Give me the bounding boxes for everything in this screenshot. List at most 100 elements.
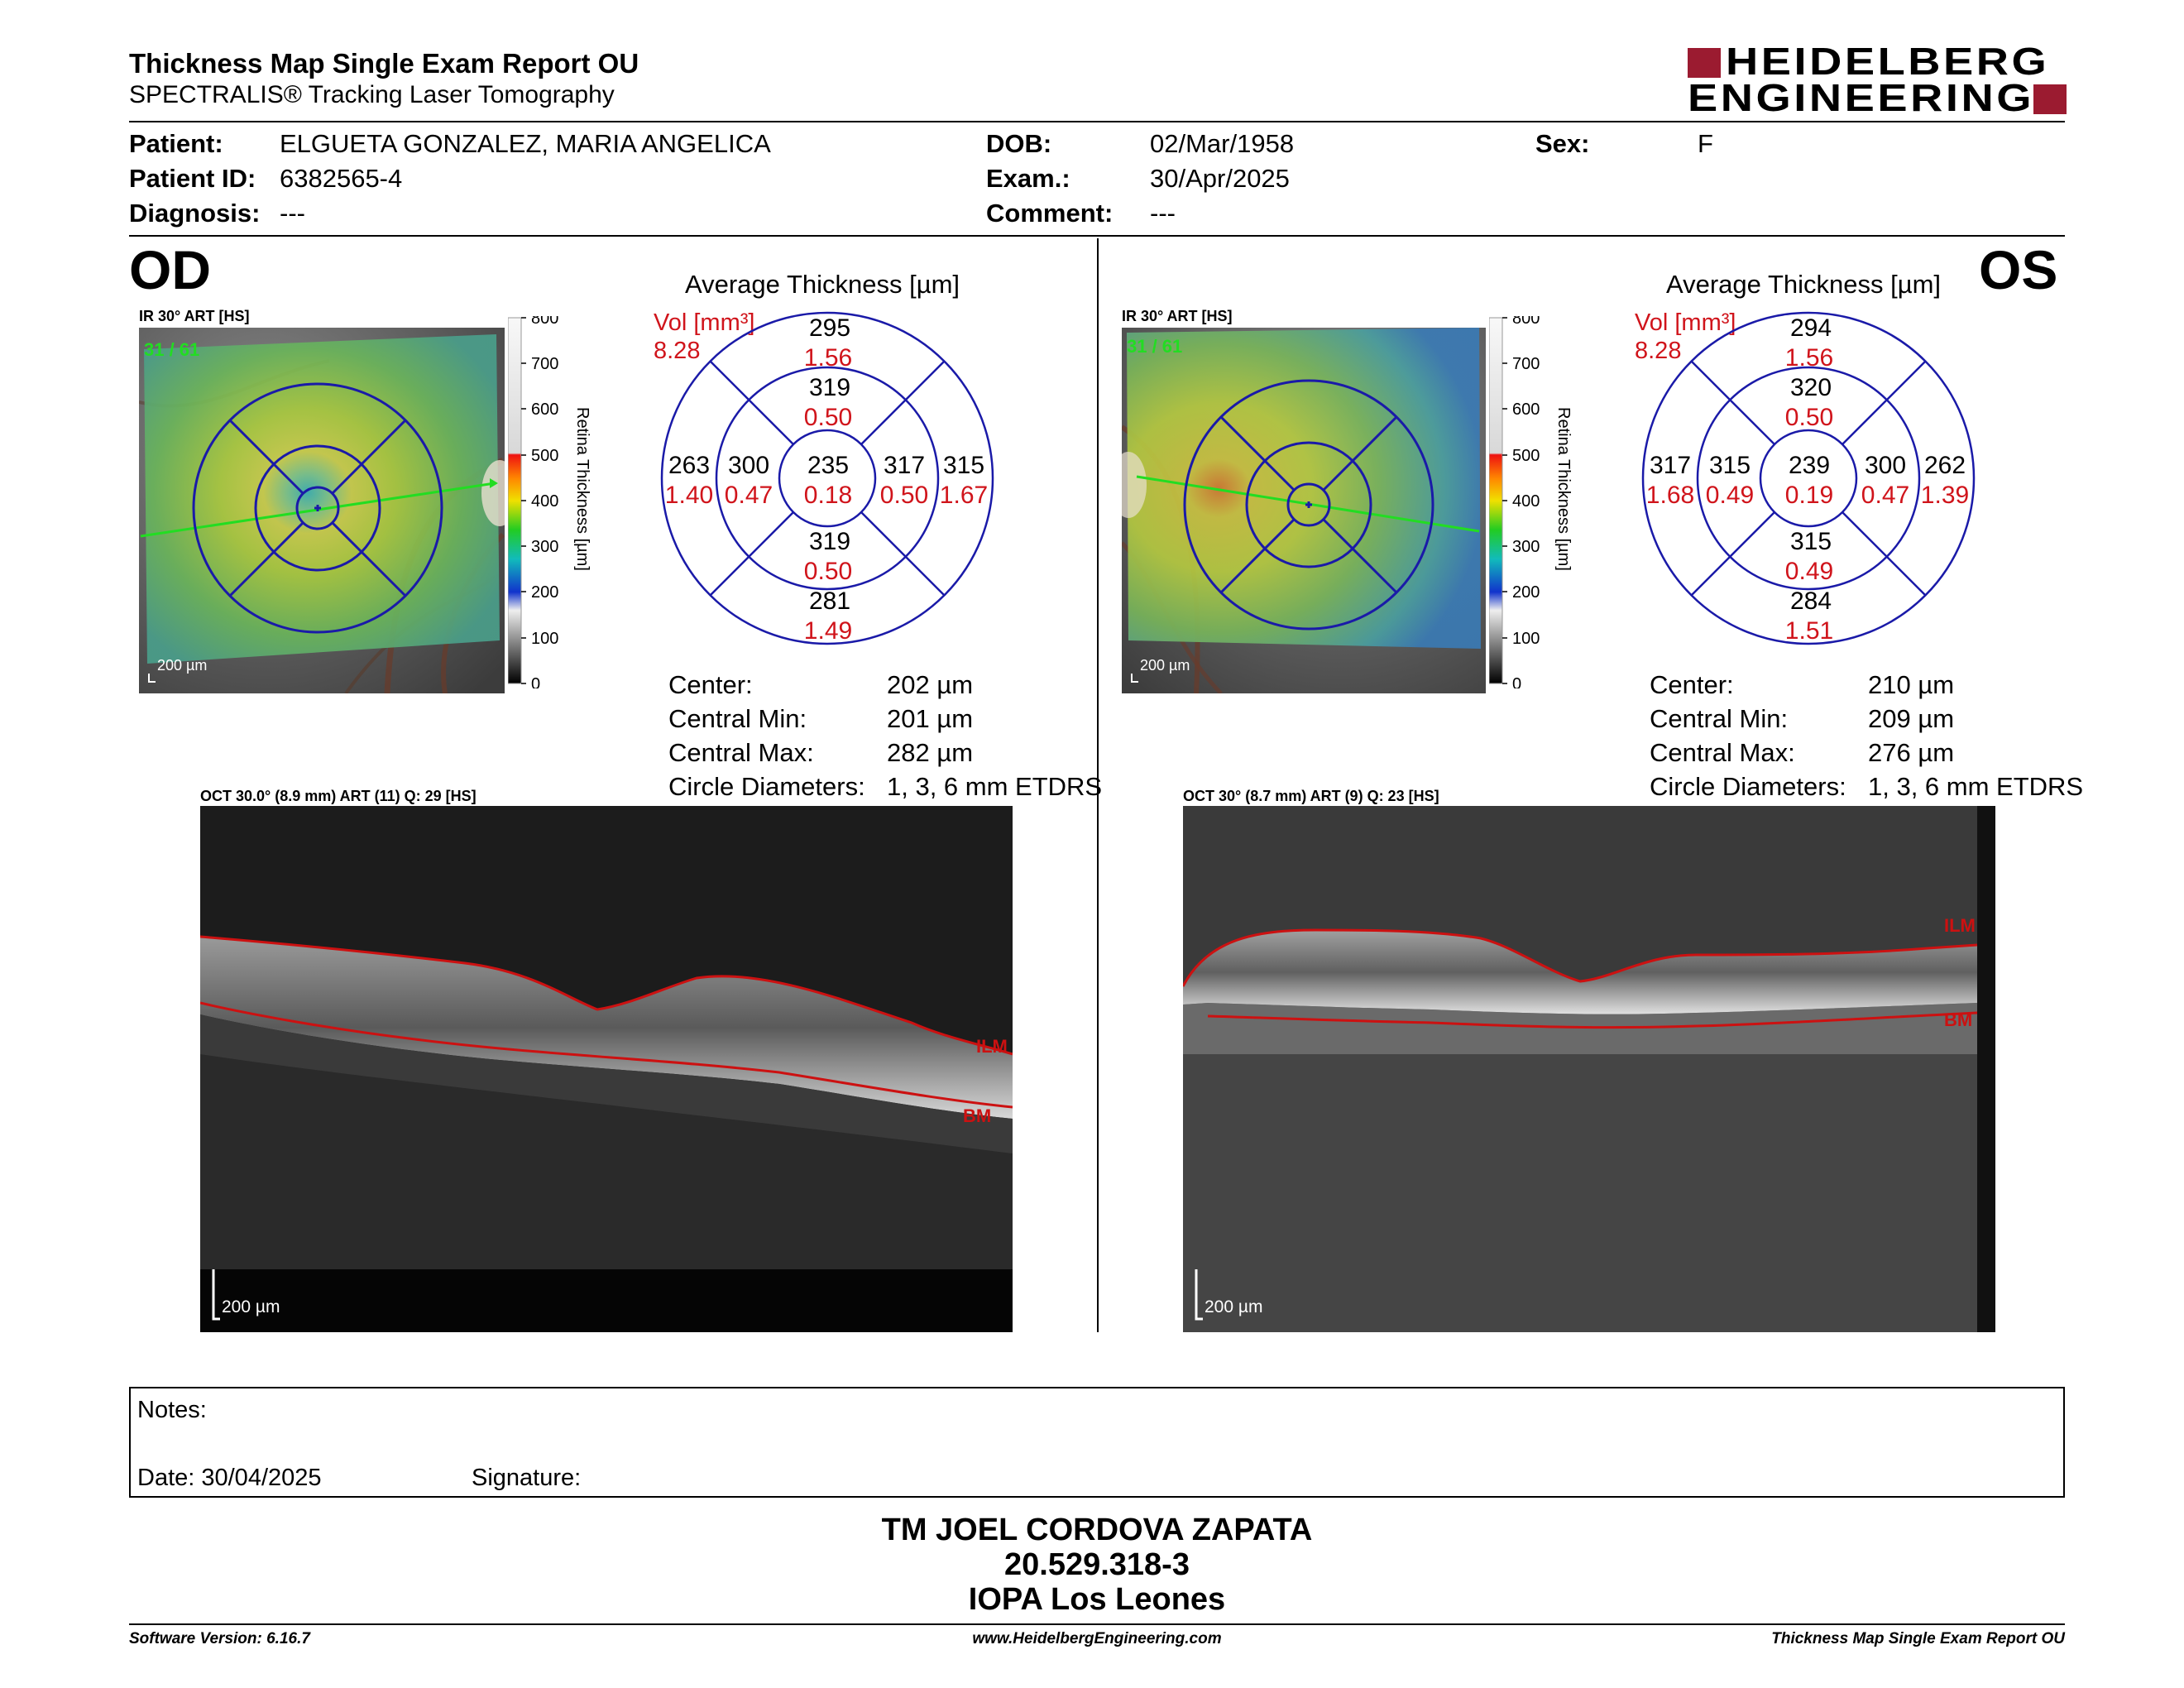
od-vol-value: 8.28 bbox=[654, 338, 701, 364]
od-center-thickness: 235 bbox=[807, 452, 850, 479]
os-vol-label: Vol [mm³] bbox=[1635, 309, 1736, 336]
website-link[interactable]: www.HeidelbergEngineering.com bbox=[972, 1630, 1222, 1647]
os-outer-top-volume: 1.56 bbox=[1784, 344, 1834, 372]
os-bm-label: BM bbox=[1944, 1009, 1972, 1030]
os-central-min-label: Central Min: bbox=[1650, 704, 1789, 733]
od-inner-bottom-thickness: 319 bbox=[809, 528, 851, 555]
dob-value: 02/Mar/1958 bbox=[1150, 129, 1295, 158]
od-outer-right-thickness: 315 bbox=[942, 452, 985, 479]
diagnosis-label: Diagnosis: bbox=[129, 199, 261, 228]
software-version: Software Version: 6.16.7 bbox=[129, 1630, 310, 1647]
od-cbar-tick-400: 400 bbox=[531, 492, 558, 511]
stamp-line2: 20.529.318-3 bbox=[1004, 1547, 1190, 1582]
os-cbar-tick-500: 500 bbox=[1512, 447, 1540, 465]
od-colorbar: 800 700 600 500 400 300 200 100 0 Retina… bbox=[507, 309, 607, 693]
stamp-line1: TM JOEL CORDOVA ZAPATA bbox=[881, 1513, 1313, 1547]
os-fundus-svg: 31 / 61 200 µm bbox=[1110, 328, 1486, 695]
od-outer-top-thickness: 295 bbox=[809, 314, 851, 342]
sex-label: Sex: bbox=[1535, 129, 1590, 158]
od-outer-top-volume: 1.56 bbox=[803, 344, 853, 372]
footer-report-name: Thickness Map Single Exam Report OU bbox=[1771, 1630, 2065, 1647]
comment-value: --- bbox=[1150, 199, 1176, 228]
os-inner-bottom-thickness: 315 bbox=[1790, 528, 1832, 555]
os-inner-left-volume: 0.49 bbox=[1705, 482, 1755, 509]
os-ir-thickness-map: 31 / 61 200 µm bbox=[1110, 328, 1486, 695]
od-etdrs-grid bbox=[659, 309, 998, 649]
os-circle-diam-value: 1, 3, 6 mm ETDRS bbox=[1868, 772, 2084, 801]
os-vol-value: 8.28 bbox=[1635, 338, 1682, 364]
os-central-max-value: 276 µm bbox=[1868, 738, 1955, 767]
os-outer-right-thickness: 262 bbox=[1923, 452, 1966, 479]
od-center-volume: 0.18 bbox=[803, 482, 853, 509]
os-inner-top-volume: 0.50 bbox=[1784, 404, 1834, 431]
os-outer-left-volume: 1.68 bbox=[1645, 482, 1695, 509]
os-cbar-label: Retina Thickness [µm] bbox=[1554, 407, 1573, 571]
od-cbar-tick-300: 300 bbox=[531, 538, 558, 556]
signature-label: Signature: bbox=[472, 1465, 582, 1491]
os-inner-bottom-volume: 0.49 bbox=[1784, 558, 1834, 585]
od-oct-label: OCT 30.0° (8.9 mm) ART (11) Q: 29 [HS] bbox=[200, 788, 477, 804]
od-ir-thickness-map: 31 / 61 200 µm bbox=[138, 328, 518, 695]
patient-divider bbox=[129, 235, 2065, 237]
od-fundus-svg: 31 / 61 200 µm bbox=[138, 328, 518, 695]
os-oct-scale-label: 200 µm bbox=[1205, 1297, 1262, 1316]
logo-line1: HEIDELBERG bbox=[1726, 40, 2050, 83]
os-cbar-tick-700: 700 bbox=[1512, 355, 1540, 373]
od-outer-bottom-thickness: 281 bbox=[809, 587, 851, 615]
comment-label: Comment: bbox=[986, 199, 1114, 228]
heidelberg-logo: HEIDELBERG ENGINEERING bbox=[1688, 40, 2070, 119]
od-center-label: Center: bbox=[668, 670, 753, 699]
od-avg-title: Average Thickness [µm] bbox=[685, 270, 960, 299]
od-inner-left-thickness: 300 bbox=[727, 452, 770, 479]
os-cbar-tick-0: 0 bbox=[1512, 675, 1521, 688]
notes-label: Notes: bbox=[137, 1397, 207, 1423]
sex-value: F bbox=[1698, 129, 1713, 158]
od-inner-right-thickness: 317 bbox=[883, 452, 926, 479]
os-colorbar: 800 700 600 500 400 300 200 100 0 Retina… bbox=[1488, 309, 1588, 693]
od-central-max-label: Central Max: bbox=[668, 738, 814, 767]
os-circle-diam-label: Circle Diameters: bbox=[1650, 772, 1846, 801]
eye-divider bbox=[1097, 238, 1099, 1332]
od-outer-left-thickness: 263 bbox=[668, 452, 711, 479]
od-ir-scale-label: 200 µm bbox=[157, 657, 207, 674]
logo-line2: ENGINEERING bbox=[1688, 76, 2034, 119]
notes-date: Date: 30/04/2025 bbox=[137, 1465, 322, 1491]
od-outer-left-volume: 1.40 bbox=[664, 482, 714, 509]
od-cbar-tick-800: 800 bbox=[531, 316, 558, 328]
report-subtitle: SPECTRALIS® Tracking Laser Tomography bbox=[129, 81, 615, 108]
os-ir-counter: 31 / 61 bbox=[1127, 336, 1182, 357]
footer-divider bbox=[129, 1623, 2065, 1625]
od-cbar-tick-0: 0 bbox=[531, 675, 540, 688]
os-avg-title: Average Thickness [µm] bbox=[1666, 270, 1942, 299]
stamp-line3: IOPA Los Leones bbox=[968, 1582, 1226, 1617]
os-outer-bottom-thickness: 284 bbox=[1790, 587, 1832, 615]
od-ir-counter: 31 / 61 bbox=[144, 339, 199, 360]
os-cbar-tick-100: 100 bbox=[1512, 630, 1540, 648]
os-central-max-label: Central Max: bbox=[1650, 738, 1795, 767]
od-cbar-tick-500: 500 bbox=[531, 447, 558, 465]
exam-date: 30/Apr/2025 bbox=[1150, 164, 1290, 193]
os-outer-left-thickness: 317 bbox=[1649, 452, 1692, 479]
os-cbar-tick-400: 400 bbox=[1512, 492, 1540, 511]
os-outer-bottom-volume: 1.51 bbox=[1784, 617, 1834, 645]
od-oct-bscan: ILM BM 200 µm bbox=[199, 806, 1013, 1332]
od-inner-right-volume: 0.50 bbox=[879, 482, 929, 509]
logo-red-block-bottom bbox=[2033, 84, 2067, 114]
patient-name: ELGUETA GONZALEZ, MARIA ANGELICA bbox=[280, 129, 771, 158]
logo-red-block-top bbox=[1688, 48, 1721, 78]
os-ir-scale-label: 200 µm bbox=[1140, 657, 1190, 674]
od-outer-bottom-volume: 1.49 bbox=[803, 617, 853, 645]
od-cbar-tick-700: 700 bbox=[531, 355, 558, 373]
od-inner-top-thickness: 319 bbox=[809, 374, 851, 401]
exam-label: Exam.: bbox=[986, 164, 1070, 193]
os-central-min-value: 209 µm bbox=[1868, 704, 1955, 733]
os-etdrs-svg bbox=[1641, 311, 1976, 645]
os-ir-label: IR 30° ART [HS] bbox=[1122, 308, 1233, 324]
od-cbar-tick-100: 100 bbox=[531, 630, 558, 648]
patient-id-label: Patient ID: bbox=[129, 164, 256, 193]
os-eye-label: OS bbox=[1979, 239, 2058, 300]
od-ilm-label: ILM bbox=[976, 1036, 1008, 1057]
os-inner-left-thickness: 315 bbox=[1708, 452, 1751, 479]
os-colorbar-svg: 800 700 600 500 400 300 200 100 0 Retina… bbox=[1488, 309, 1573, 693]
od-oct-svg: ILM BM 200 µm bbox=[199, 806, 1013, 1332]
